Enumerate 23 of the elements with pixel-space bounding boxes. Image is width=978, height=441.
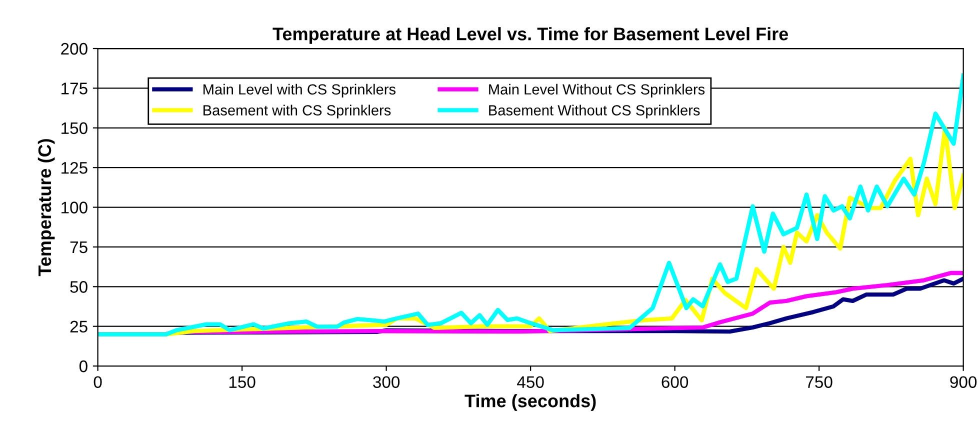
x-tick-label: 0 bbox=[94, 376, 102, 388]
y-tick-label: 175 bbox=[62, 82, 88, 94]
x-axis-title: Time (seconds) bbox=[464, 394, 596, 411]
y-tick-label: 75 bbox=[70, 242, 88, 254]
y-tick-label: 150 bbox=[62, 122, 88, 134]
legend-label: Main Level with CS Sprinklers bbox=[204, 84, 396, 98]
x-tick-label: 150 bbox=[229, 376, 256, 388]
y-tick-label: 25 bbox=[70, 320, 88, 333]
x-tick-label: 750 bbox=[806, 376, 832, 388]
legend-label: Basement Without CS Sprinklers bbox=[489, 104, 700, 118]
y-tick-label: 125 bbox=[62, 162, 88, 174]
legend-label: Basement with CS Sprinklers bbox=[204, 104, 391, 118]
x-tick-label: 450 bbox=[517, 376, 544, 388]
y-tick-label: 0 bbox=[79, 360, 88, 372]
y-tick-label: 200 bbox=[61, 42, 88, 55]
y-tick-label: 50 bbox=[70, 281, 88, 293]
legend-label: Main Level Without CS Sprinklers bbox=[489, 84, 705, 98]
x-tick-label: 600 bbox=[662, 376, 688, 388]
x-tick-label: 300 bbox=[373, 376, 400, 388]
x-tick-label: 900 bbox=[950, 376, 977, 388]
chart-title: Temperature at Head Level vs. Time for Basement Level Fire bbox=[272, 27, 788, 44]
y-axis-title: Temperature (C) bbox=[38, 139, 55, 276]
y-tick-label: 100 bbox=[62, 202, 88, 214]
